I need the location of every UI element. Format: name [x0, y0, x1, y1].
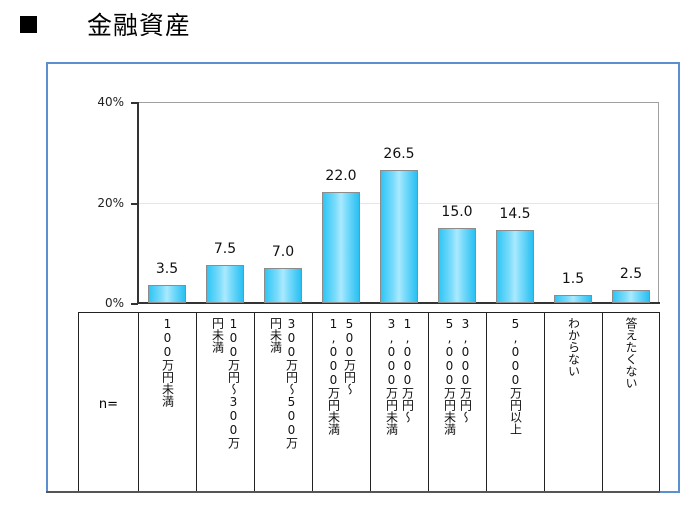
- table-cell-category: 100万円～300万 円未満: [196, 312, 254, 492]
- category-label: 300万円～500万: [284, 317, 299, 449]
- data-label: 1.5: [561, 271, 585, 288]
- data-label: 3.5: [155, 261, 179, 278]
- y-tick-label: 0%: [104, 296, 124, 310]
- data-label: 22.0: [325, 168, 357, 185]
- category-label: 円未満: [210, 317, 225, 353]
- data-label: 7.5: [213, 241, 237, 258]
- y-tick: [131, 303, 138, 305]
- category-label: 答えたくない: [624, 317, 638, 389]
- data-label: 15.0: [441, 203, 473, 220]
- category-label: 5,000万円未満: [442, 317, 457, 435]
- category-label: 円未満: [268, 317, 283, 353]
- table-bottom-line: [46, 491, 660, 493]
- bar: [438, 227, 476, 303]
- table-cell-category: 100万円未満: [138, 312, 196, 492]
- bar: [554, 295, 592, 303]
- data-label: 7.0: [271, 243, 295, 260]
- table-cell-category: 500万円～ 1,000万円未満: [312, 312, 370, 492]
- table-cell-category: わからない: [544, 312, 602, 492]
- category-label: 1,000万円未満: [326, 317, 341, 435]
- category-label: 5,000万円以上: [508, 317, 523, 435]
- table-cell-category: 5,000万円以上: [486, 312, 544, 492]
- n-label: n=: [98, 397, 119, 412]
- y-tick-label: 20%: [97, 196, 124, 210]
- section-heading: 金融資産: [20, 6, 191, 42]
- category-label: 3,000万円未満: [384, 317, 399, 435]
- category-label: 1,000万円～: [400, 317, 415, 423]
- bar: [612, 290, 650, 303]
- bar: [496, 230, 534, 303]
- bar: [380, 169, 418, 303]
- category-label: 100万円未満: [160, 317, 175, 407]
- chart-frame: [46, 62, 680, 493]
- table-row-header: n=: [78, 312, 138, 492]
- bar: [148, 285, 186, 303]
- plot-area: [138, 102, 659, 303]
- bar: [322, 192, 360, 303]
- square-bullet-icon: [20, 15, 37, 33]
- bar: [206, 265, 244, 303]
- category-label: 3,000万円～: [458, 317, 473, 423]
- y-tick: [131, 102, 138, 104]
- bar: [264, 267, 302, 303]
- data-label: 2.5: [619, 266, 643, 283]
- category-label: 100万円～300万: [226, 317, 241, 449]
- y-tick-label: 40%: [97, 95, 124, 109]
- data-label: 26.5: [383, 145, 415, 162]
- y-tick: [131, 203, 138, 205]
- data-label: 14.5: [499, 206, 531, 223]
- table-cell-category: 答えたくない: [602, 312, 660, 492]
- category-label: 500万円～: [342, 317, 357, 395]
- table-border: [78, 312, 660, 492]
- x-axis: [137, 302, 660, 304]
- table-cell-category: 300万円～500万 円未満: [254, 312, 312, 492]
- y-axis: [137, 102, 139, 304]
- category-label: わからない: [566, 317, 581, 377]
- section-title: 金融資産: [87, 11, 192, 40]
- table-cell-category: 1,000万円～ 3,000万円未満: [370, 312, 428, 492]
- table-cell-category: 3,000万円～ 5,000万円未満: [428, 312, 486, 492]
